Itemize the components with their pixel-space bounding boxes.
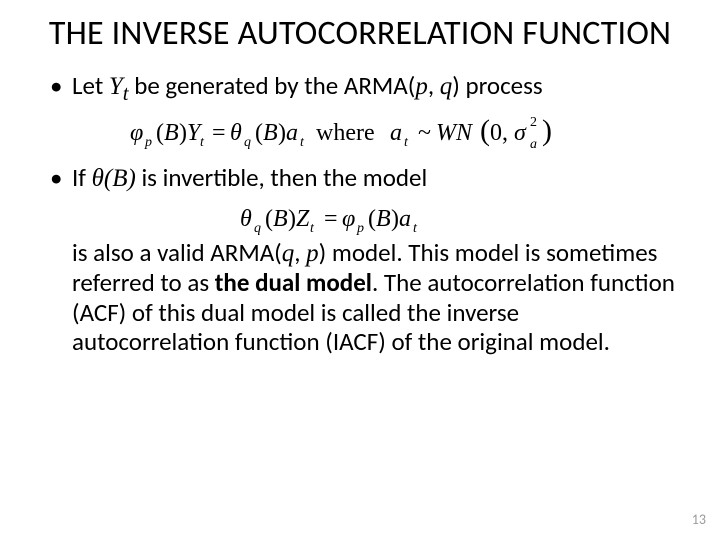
equation-1: φ p ( B ) Y t = θ q ( B ) a t where a t …	[40, 112, 680, 152]
bullet-list: Let Yt be generated by the ARMA(p, q) pr…	[40, 70, 680, 106]
svg-text:=: =	[212, 120, 226, 146]
bullet-item-2: If θ(B) is invertible, then the model	[50, 162, 680, 194]
bullet2-pre: If	[72, 162, 92, 193]
svg-text:(: (	[368, 206, 376, 232]
svg-text:a: a	[286, 120, 298, 146]
svg-text:WN: WN	[436, 120, 474, 146]
svg-text:φ: φ	[130, 120, 143, 146]
svg-text:): )	[179, 120, 187, 146]
svg-text:a: a	[399, 206, 411, 232]
body-pre: is also a valid ARMA(	[72, 237, 282, 268]
svg-text:0,: 0,	[490, 120, 508, 146]
svg-text:t: t	[413, 221, 418, 236]
body-comma: ,	[294, 237, 306, 268]
svg-text:(: (	[156, 120, 164, 146]
svg-text:t: t	[310, 221, 315, 236]
equation-2: θ q ( B ) Z t = φ p ( B ) a t	[40, 200, 680, 236]
bullet1-var-Y: Y	[109, 73, 123, 100]
svg-text:2: 2	[530, 115, 537, 130]
bullet1-post: ) process	[452, 70, 542, 101]
svg-text:): )	[542, 114, 552, 147]
bullet1-mid: be generated by the ARMA(	[129, 70, 416, 101]
svg-text:(: (	[480, 114, 490, 147]
svg-text:t: t	[200, 135, 205, 150]
svg-text:θ: θ	[240, 206, 252, 232]
svg-text:θ: θ	[230, 120, 242, 146]
svg-text:): )	[391, 206, 399, 232]
svg-text:~: ~	[418, 120, 431, 146]
equation-2-svg: θ q ( B ) Z t = φ p ( B ) a t	[240, 200, 480, 236]
body-paragraph: is also a valid ARMA(q, p) model. This m…	[40, 238, 680, 357]
svg-text:p: p	[356, 221, 364, 236]
svg-text:): )	[278, 120, 286, 146]
slide: THE INVERSE AUTOCORRELATION FUNCTION Let…	[0, 0, 720, 540]
svg-text:): )	[288, 206, 296, 232]
bullet2-theta: θ(B)	[92, 165, 136, 192]
svg-text:t: t	[404, 135, 409, 150]
svg-text:Z: Z	[296, 206, 310, 232]
svg-text:q: q	[244, 135, 251, 150]
svg-text:t: t	[300, 135, 305, 150]
bullet1-comma: ,	[428, 70, 440, 101]
svg-text:=: =	[324, 206, 338, 232]
body-q: q	[282, 240, 295, 267]
page-number: 13	[692, 511, 706, 528]
svg-text:B: B	[273, 206, 288, 232]
equation-1-svg: φ p ( B ) Y t = θ q ( B ) a t where a t …	[130, 112, 590, 152]
svg-text:B: B	[164, 120, 179, 146]
bullet2-post: is invertible, then the model	[136, 162, 427, 193]
svg-text:B: B	[263, 120, 278, 146]
svg-text:φ: φ	[342, 206, 355, 232]
body-p: p	[306, 240, 319, 267]
svg-text:(: (	[265, 206, 273, 232]
bullet1-q: q	[440, 73, 453, 100]
svg-text:q: q	[254, 221, 261, 236]
svg-text:(: (	[255, 120, 263, 146]
svg-text:a: a	[530, 137, 537, 152]
svg-text:σ: σ	[514, 120, 527, 146]
slide-title: THE INVERSE AUTOCORRELATION FUNCTION	[40, 16, 680, 52]
bullet-list-2: If θ(B) is invertible, then the model	[40, 162, 680, 194]
svg-text:p: p	[144, 135, 152, 150]
svg-text:B: B	[376, 206, 391, 232]
svg-text:where: where	[316, 120, 375, 146]
bullet1-p: p	[415, 73, 428, 100]
svg-text:a: a	[390, 120, 402, 146]
bullet-item-1: Let Yt be generated by the ARMA(p, q) pr…	[50, 70, 680, 106]
body-bold: the dual model	[215, 267, 372, 298]
bullet1-pre: Let	[72, 70, 109, 101]
